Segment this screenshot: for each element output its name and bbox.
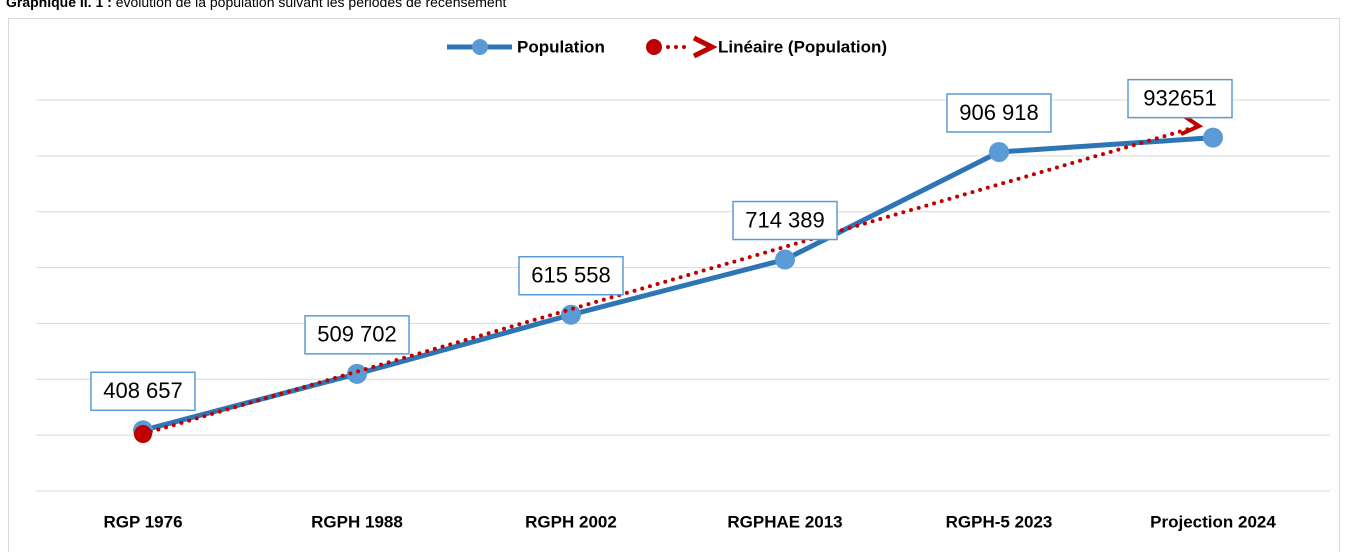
x-tick-label: RGPHAE 2013 [727, 512, 842, 531]
legend-label: Population [517, 37, 605, 56]
value-label-box [732, 200, 838, 241]
caption-text: évolution de la population suivant les p… [115, 0, 507, 10]
legend-trend-marker [646, 39, 662, 55]
value-label: 509 702 [317, 322, 397, 347]
legend-label: Linéaire (Population) [718, 37, 887, 56]
x-tick-label: Projection 2024 [1150, 512, 1276, 531]
marker [347, 363, 367, 384]
value-label: 408 657 [103, 378, 183, 403]
value-label: 906 918 [959, 100, 1039, 125]
x-tick-label: RGPH 1988 [311, 512, 403, 531]
value-label: 714 389 [745, 207, 825, 232]
value-label-box [518, 255, 624, 296]
value-label-box [946, 93, 1052, 133]
x-tick-label: RGPH 2002 [525, 512, 617, 531]
x-tick-label: RGPH-5 2023 [946, 512, 1053, 531]
trendline [141, 124, 1201, 437]
chart-frame [8, 18, 1340, 552]
marker [989, 141, 1009, 162]
legend-trend-arrow [692, 35, 718, 59]
legend-marker [472, 39, 488, 55]
value-label: 615 558 [531, 263, 611, 288]
value-label-box [304, 315, 410, 355]
marker [775, 249, 795, 270]
marker [561, 304, 581, 325]
value-label: 932651 [1143, 85, 1216, 110]
caption-label: Graphique II. 1 : [6, 0, 112, 10]
value-label-box [90, 371, 196, 412]
trendline-start [134, 425, 152, 444]
caption: Graphique II. 1 : évolution de la popula… [6, 0, 506, 10]
marker [1203, 127, 1223, 148]
x-tick-label: RGP 1976 [103, 512, 182, 531]
value-label-box [1127, 78, 1233, 119]
